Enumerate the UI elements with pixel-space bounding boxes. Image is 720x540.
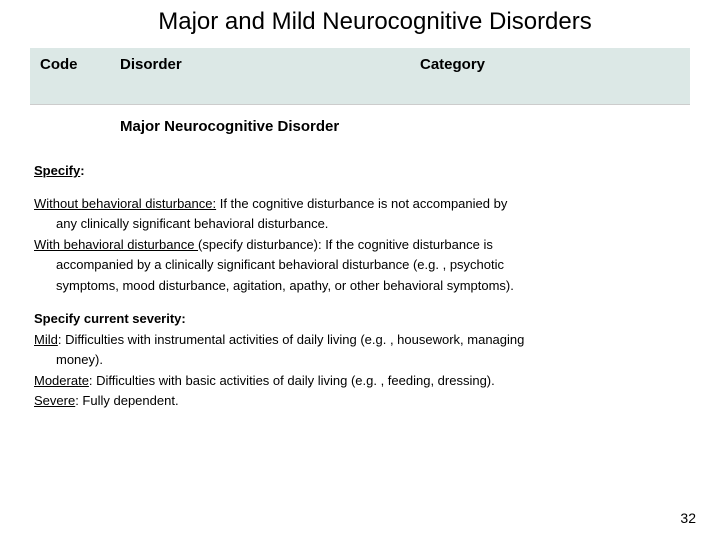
with-line1: With behavioral disturbance (specify dis… [34, 236, 686, 254]
specify-label: Specify [34, 163, 80, 178]
without-line2: any clinically significant behavioral di… [34, 215, 686, 233]
page-number: 32 [680, 510, 696, 526]
with-line3: symptoms, mood disturbance, agitation, a… [34, 277, 686, 295]
body-content: Specify: Without behavioral disturbance:… [30, 162, 690, 410]
cell-code [30, 104, 110, 148]
col-code: Code [30, 48, 110, 104]
page-title: Major and Mild Neurocognitive Disorders [60, 8, 690, 36]
table-row: Major Neurocognitive Disorder [30, 104, 690, 148]
table-header-row: Code Disorder Category [30, 48, 690, 104]
severe-line: Severe: Fully dependent. [34, 392, 686, 410]
col-category: Category [410, 48, 690, 104]
moderate-line: Moderate: Difficulties with basic activi… [34, 372, 686, 390]
mild-line2: money). [34, 351, 686, 369]
mild-line1: Mild: Difficulties with instrumental act… [34, 331, 686, 349]
disorder-table: Code Disorder Category Major Neurocognit… [30, 48, 690, 148]
cell-category [410, 104, 690, 148]
col-disorder: Disorder [110, 48, 410, 104]
without-line1: Without behavioral disturbance: If the c… [34, 195, 686, 213]
severity-label: Specify current severity: [34, 310, 686, 328]
with-line2: accompanied by a clinically significant … [34, 256, 686, 274]
cell-disorder: Major Neurocognitive Disorder [110, 104, 410, 148]
